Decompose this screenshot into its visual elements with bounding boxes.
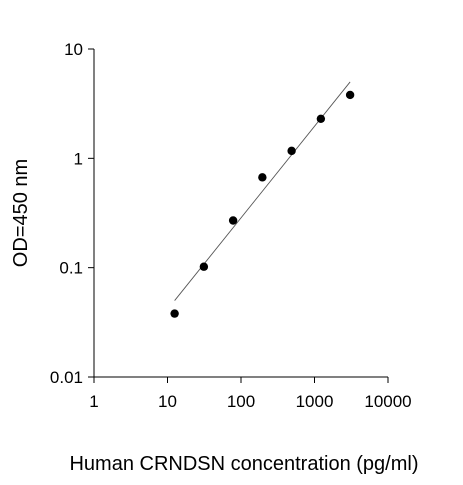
data-point — [170, 309, 179, 318]
y-tick-label: 0.01 — [50, 368, 83, 387]
y-axis-title: OD=450 nm — [10, 159, 32, 267]
data-point — [258, 173, 267, 182]
x-tick-label: 10 — [158, 392, 177, 411]
y-tick-label: 0.1 — [59, 259, 83, 278]
data-point — [228, 216, 238, 225]
x-axis-title: Human CRNDSN concentration (pg/ml) — [69, 453, 418, 475]
axes — [93, 49, 388, 378]
data-point — [316, 114, 326, 123]
x-tick-label: 1 — [89, 392, 98, 411]
x-tick-label: 10000 — [364, 392, 411, 411]
data-points — [170, 90, 355, 318]
ticks: 0.01 0.1 1 10 1 10 100 1000 10000 — [50, 40, 412, 411]
x-tick-label: 100 — [227, 392, 255, 411]
data-point — [287, 146, 296, 156]
y-tick-label: 1 — [74, 149, 83, 168]
data-point — [199, 262, 209, 271]
x-tick-label: 1000 — [296, 392, 334, 411]
y-tick-label: 10 — [64, 40, 83, 59]
data-point — [345, 90, 355, 100]
